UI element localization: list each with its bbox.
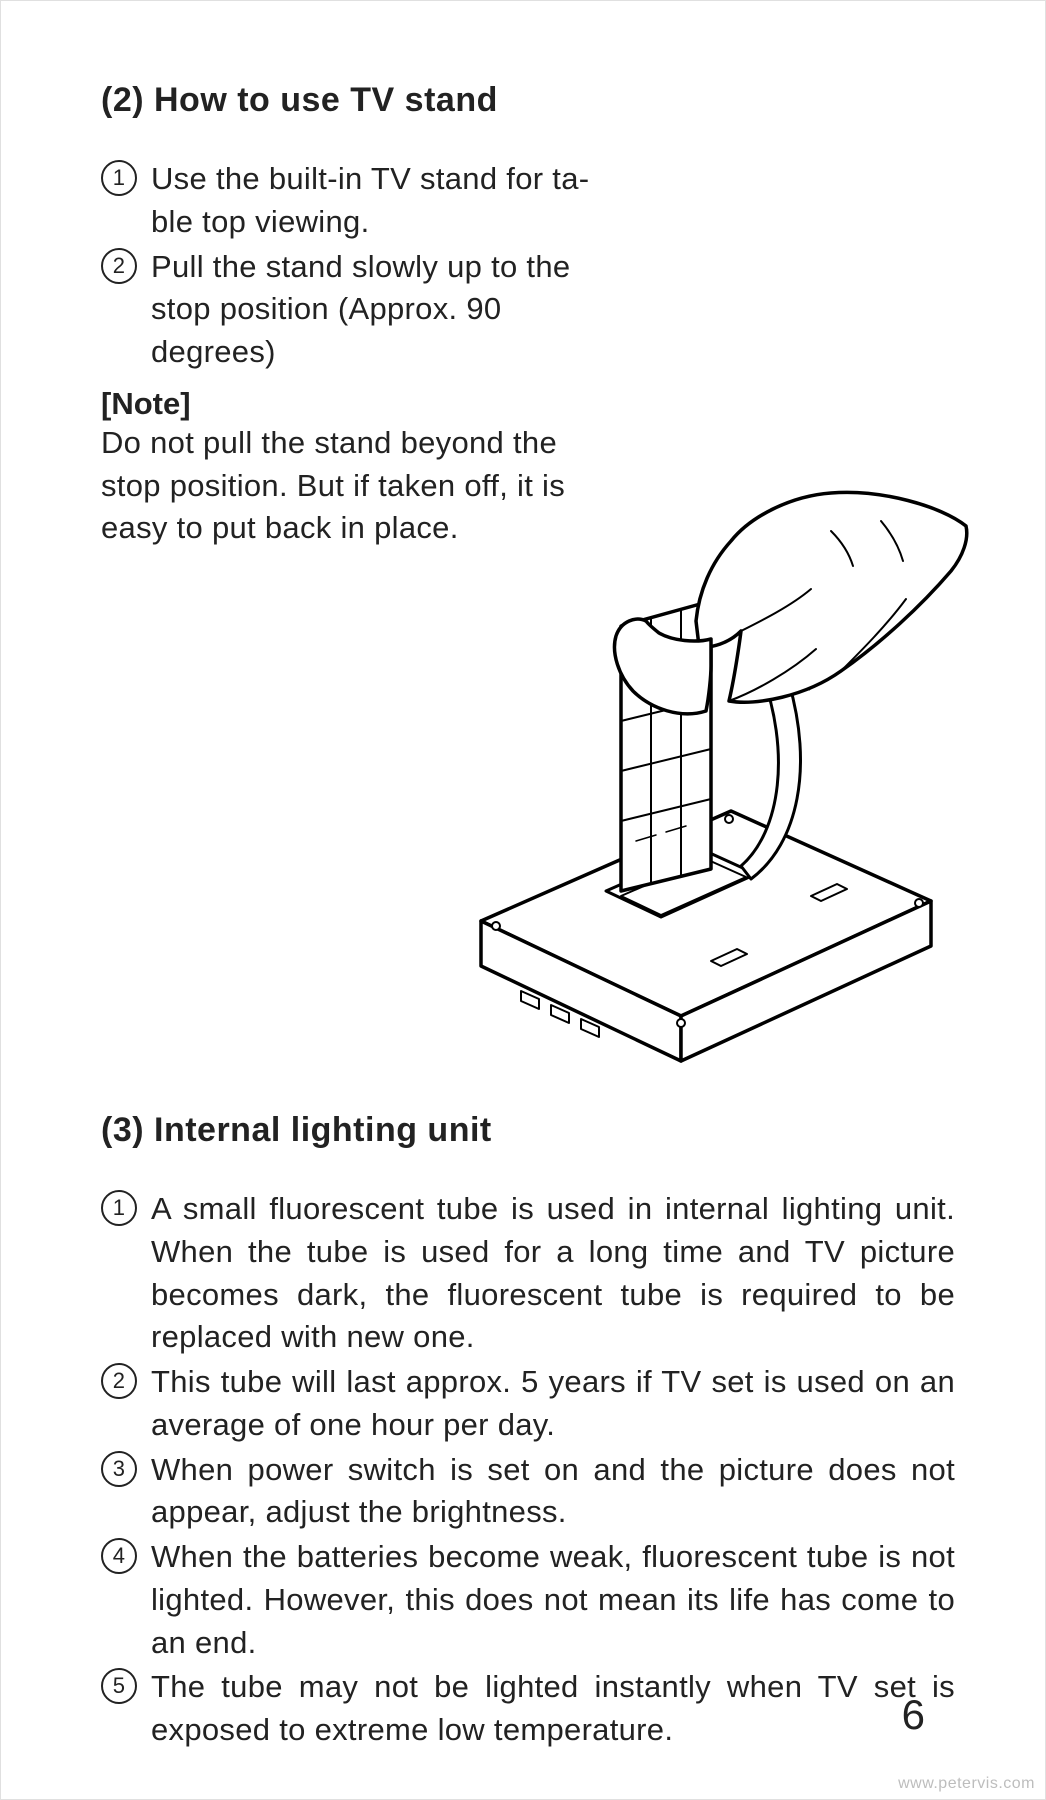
section-2-list: 1 Use the built-in TV stand for ta­ble t…	[101, 158, 611, 374]
page-number: 6	[902, 1691, 925, 1739]
circled-number-icon: 3	[101, 1451, 137, 1487]
list-item: 4 When the batteries become weak, fluore…	[101, 1536, 955, 1664]
list-item-text: Use the built-in TV stand for ta­ble top…	[151, 161, 589, 239]
circled-number-icon: 2	[101, 248, 137, 284]
list-item: 3 When power switch is set on and the pi…	[101, 1449, 955, 1535]
tv-stand-illustration	[411, 471, 971, 1091]
list-item: 2 This tube will last approx. 5 years if…	[101, 1361, 955, 1447]
list-item-text: This tube will last approx. 5 years if T…	[151, 1364, 955, 1442]
circled-number-icon: 1	[101, 160, 137, 196]
circled-number-icon: 4	[101, 1538, 137, 1574]
section-3-heading: (3) Internal lighting unit	[101, 1111, 955, 1150]
list-item-text: The tube may not be lighted instantly wh…	[151, 1669, 955, 1747]
circled-number-icon: 1	[101, 1190, 137, 1226]
list-item: 5 The tube may not be lighted instantly …	[101, 1666, 955, 1752]
manual-page: (2) How to use TV stand 1 Use the built-…	[0, 0, 1046, 1800]
list-item: 2 Pull the stand slowly up to the stop p…	[101, 246, 611, 374]
list-item-text: When power switch is set on and the pict…	[151, 1452, 955, 1530]
list-item: 1 Use the built-in TV stand for ta­ble t…	[101, 158, 611, 244]
section-2-heading: (2) How to use TV stand	[101, 81, 955, 120]
circled-number-icon: 2	[101, 1363, 137, 1399]
list-item: 1 A small fluorescent tube is used in in…	[101, 1188, 955, 1359]
list-item-text: Pull the stand slowly up to the stop pos…	[151, 249, 570, 370]
watermark: www.petervis.com	[898, 1775, 1035, 1793]
section-3: (3) Internal lighting unit 1 A small flu…	[101, 1111, 955, 1754]
list-item-text: A small fluorescent tube is used in inte…	[151, 1191, 955, 1354]
list-item-text: When the batteries become weak, fluoresc…	[151, 1539, 955, 1660]
section-3-list: 1 A small fluorescent tube is used in in…	[101, 1188, 955, 1752]
note-label: [Note]	[101, 386, 611, 422]
circled-number-icon: 5	[101, 1668, 137, 1704]
